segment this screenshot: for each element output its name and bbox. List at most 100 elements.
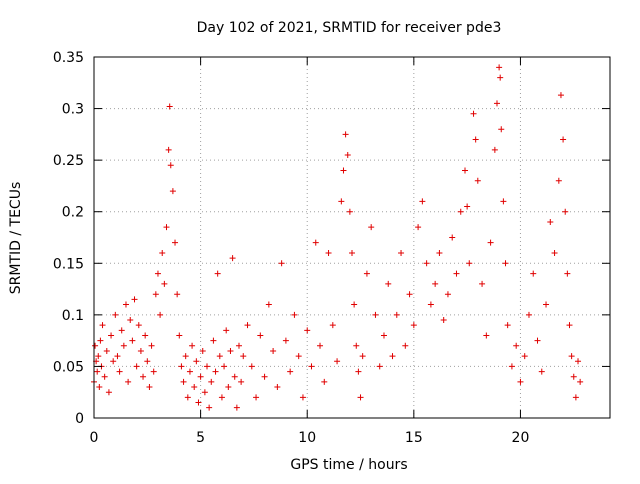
y-tick-label: 0 [75, 411, 84, 427]
data-point [453, 270, 460, 277]
data-point [221, 363, 228, 370]
grid-layer [94, 57, 610, 418]
data-point [570, 373, 577, 380]
data-point [274, 384, 281, 391]
data-point [161, 280, 168, 287]
data-point [406, 291, 413, 298]
data-point [257, 332, 264, 339]
data-point [108, 332, 115, 339]
data-point [543, 301, 550, 308]
data-point [368, 224, 375, 231]
data-point [355, 368, 362, 375]
data-point [349, 249, 355, 256]
data-point [436, 249, 443, 256]
data-point [157, 311, 164, 318]
data-point [105, 389, 112, 396]
data-point [166, 103, 173, 110]
data-point [248, 363, 255, 370]
data-point [351, 301, 358, 308]
data-point [118, 327, 125, 334]
data-point [560, 136, 567, 143]
x-tick-label: 0 [90, 430, 99, 446]
tick-layer: 0 5 10 15 20 0 0.05 0.1 0.15 0.2 0.25 0.3 0.35 [53, 50, 610, 446]
data-point [419, 198, 426, 205]
data-point [555, 177, 562, 184]
data-point [212, 368, 219, 375]
data-point [178, 363, 185, 370]
data-point [497, 74, 504, 81]
x-tick-label: 15 [405, 430, 423, 446]
data-point [557, 92, 564, 99]
data-point [317, 342, 324, 349]
data-point [496, 64, 503, 71]
data-point [112, 311, 119, 318]
data-point [321, 378, 328, 385]
data-point [176, 332, 183, 339]
data-point [346, 208, 353, 215]
plot-frame [93, 56, 611, 419]
x-tick-label: 20 [512, 430, 530, 446]
data-point [357, 394, 364, 401]
data-point [500, 198, 507, 205]
data-point [103, 347, 110, 354]
data-point [423, 260, 430, 267]
data-point [244, 322, 251, 329]
data-point [568, 353, 575, 360]
data-point [122, 301, 129, 308]
data-point [282, 337, 289, 344]
data-point [167, 162, 174, 169]
data-point [551, 249, 558, 256]
data-point [142, 332, 149, 339]
data-point [210, 337, 217, 344]
data-point [129, 337, 136, 344]
data-point [295, 353, 302, 360]
y-tick-label: 0.2 [62, 205, 84, 221]
data-point [265, 301, 272, 308]
data-point [152, 291, 159, 298]
data-point [184, 394, 191, 401]
data-point [344, 151, 351, 158]
data-point [329, 322, 336, 329]
data-point [393, 311, 400, 318]
data-point [474, 177, 481, 184]
data-point [299, 394, 306, 401]
data-point [182, 353, 189, 360]
data-point [517, 378, 524, 385]
data-point [172, 239, 179, 246]
data-point [208, 378, 215, 385]
data-point [214, 270, 221, 277]
data-point [466, 260, 473, 267]
data-point [577, 378, 584, 385]
data-point [415, 224, 422, 231]
data-point [502, 260, 509, 267]
data-point [449, 234, 456, 241]
data-point [140, 373, 147, 380]
data-point [253, 394, 260, 401]
data-point [457, 208, 464, 215]
data-point [199, 347, 206, 354]
data-point [325, 249, 332, 256]
y-tick-label: 0.1 [62, 308, 84, 324]
data-point [376, 363, 383, 370]
data-point [133, 363, 140, 370]
data-point [116, 368, 123, 375]
data-point [287, 368, 294, 375]
data-point [525, 311, 532, 318]
data-point [564, 270, 571, 277]
data-point [180, 378, 187, 385]
data-point [270, 347, 277, 354]
data-point [195, 399, 202, 406]
x-tick-label: 10 [298, 430, 316, 446]
data-point [340, 167, 347, 174]
data-point [338, 198, 345, 205]
data-point [231, 373, 238, 380]
data-point [464, 203, 471, 210]
y-tick-label: 0.15 [53, 256, 84, 272]
data-point [491, 146, 498, 153]
data-point [538, 368, 545, 375]
x-tick-label: 5 [196, 430, 205, 446]
data-point [146, 384, 153, 391]
data-point [125, 378, 132, 385]
data-point [363, 270, 370, 277]
